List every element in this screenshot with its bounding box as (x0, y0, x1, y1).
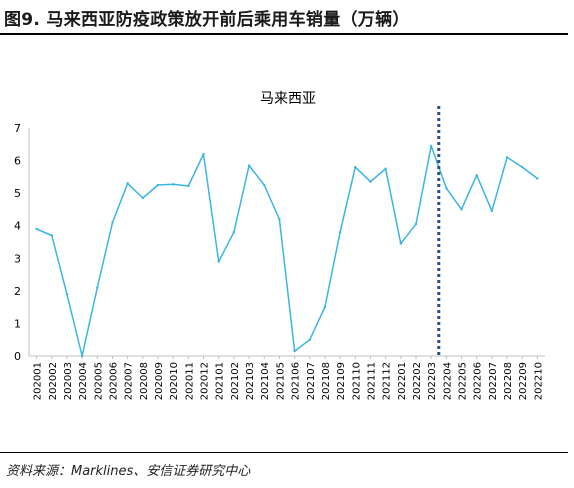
figure-title: 图9. 马来西亚防疫政策放开前后乘用车销量（万辆） (4, 10, 410, 30)
x-tick-label: 202110 (351, 362, 362, 400)
data-point (232, 231, 236, 234)
data-point (338, 231, 342, 234)
data-point (384, 167, 387, 170)
x-tick-label: 202207 (488, 362, 499, 400)
x-tick-label: 202009 (154, 362, 165, 400)
bottom-divider (0, 452, 568, 453)
x-tick-label: 202006 (108, 362, 119, 400)
data-point (65, 292, 69, 296)
x-tick-label: 202101 (215, 362, 226, 400)
x-tick-label: 202204 (442, 362, 453, 400)
series-line (36, 145, 538, 357)
data-point (247, 164, 251, 167)
x-tick-label: 202109 (336, 362, 347, 400)
x-tick-label: 202003 (63, 362, 74, 400)
data-point (445, 187, 448, 190)
data-point (490, 209, 494, 213)
x-tick-label: 202108 (321, 362, 332, 400)
x-tick-label: 202004 (78, 362, 89, 400)
x-tick-label: 202106 (291, 362, 302, 400)
x-tick-label: 202008 (139, 362, 150, 400)
data-point (187, 184, 190, 188)
x-tick-label: 202105 (275, 362, 286, 400)
x-tick-label: 202206 (473, 362, 484, 400)
source-note: 资料来源：Marklines、安信证券研究中心 (6, 464, 251, 479)
x-tick-label: 202210 (533, 362, 544, 400)
x-tick-label: 202107 (306, 362, 317, 400)
data-point (50, 234, 53, 237)
x-tick-label: 202012 (200, 362, 211, 400)
data-point (399, 242, 403, 245)
data-point (369, 180, 372, 183)
data-point (293, 349, 296, 353)
x-tick-label: 202209 (518, 362, 529, 400)
data-point (505, 156, 509, 159)
y-tick-label: 7 (14, 122, 21, 135)
data-point (80, 354, 84, 358)
y-tick-label: 6 (14, 155, 21, 168)
data-point (475, 174, 478, 177)
x-tick-label: 202005 (93, 362, 104, 400)
data-point (536, 177, 539, 180)
x-tick-label: 202001 (33, 362, 44, 400)
data-point (521, 165, 524, 169)
x-tick-label: 202201 (397, 362, 408, 400)
x-tick-label: 202203 (427, 362, 438, 400)
data-point (156, 183, 160, 187)
data-point (217, 260, 220, 263)
x-tick-label: 202202 (412, 362, 423, 400)
data-point (308, 338, 311, 341)
x-tick-label: 202112 (382, 362, 393, 400)
data-point (96, 286, 99, 289)
x-tick-label: 202007 (124, 362, 135, 400)
data-point (111, 221, 114, 224)
data-point (202, 152, 205, 156)
data-point (263, 183, 266, 187)
x-tick-label: 202102 (230, 362, 241, 400)
data-point (278, 218, 281, 221)
top-divider (0, 33, 568, 35)
y-tick-label: 3 (14, 252, 21, 265)
data-point (354, 165, 357, 169)
data-point (460, 208, 463, 211)
chart-title: 马来西亚 (260, 91, 316, 107)
x-axis: 202001 202002 202003 202004 202005 202006 2020… (29, 355, 545, 400)
x-tick-label: 202208 (503, 362, 514, 400)
y-axis: 0 1 2 3 4 5 6 7 (14, 122, 30, 363)
x-tick-label: 202111 (366, 362, 377, 400)
y-tick-label: 1 (14, 317, 21, 330)
x-tick-label: 202205 (458, 362, 469, 400)
data-point (141, 196, 145, 200)
data-point (414, 222, 418, 226)
x-tick-label: 202002 (48, 362, 59, 400)
y-tick-label: 4 (14, 220, 21, 233)
data-point (429, 144, 433, 148)
x-tick-label: 202010 (169, 362, 180, 400)
y-tick-label: 0 (14, 350, 21, 363)
x-tick-label: 202104 (260, 362, 271, 400)
x-tick-label: 202011 (184, 362, 195, 400)
data-point (323, 305, 327, 309)
y-tick-label: 5 (14, 187, 21, 200)
y-tick-label: 2 (14, 285, 21, 298)
data-point (171, 183, 175, 186)
x-tick-label: 202103 (245, 362, 256, 400)
data-point (35, 227, 38, 231)
data-point (126, 182, 129, 185)
